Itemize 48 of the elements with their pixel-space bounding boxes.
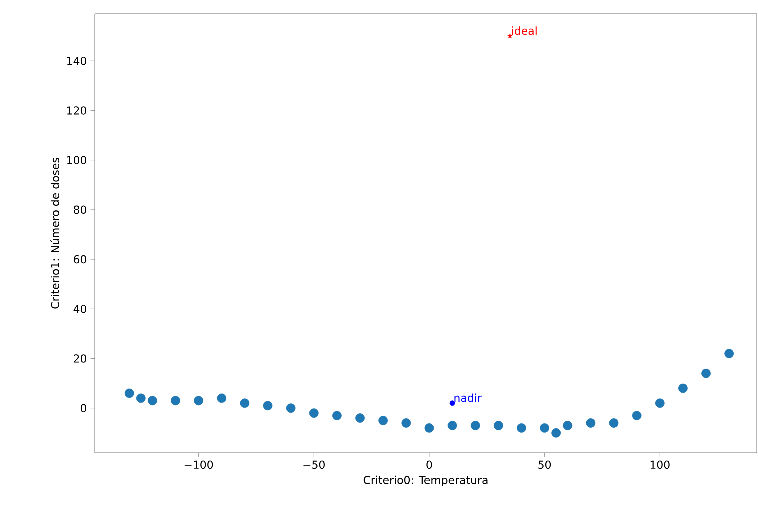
point: [655, 398, 665, 408]
x-tick-label: 50: [538, 460, 552, 470]
point: [448, 421, 458, 430]
x-axis-title: Criterio0: Temperatura: [364, 476, 488, 487]
point: [217, 394, 227, 404]
point: [563, 421, 573, 430]
point: [678, 384, 688, 394]
point: [263, 401, 273, 411]
point: [586, 418, 596, 428]
point: [494, 421, 504, 430]
x-tick-label: −100: [184, 460, 214, 470]
x-tick-label: 100: [650, 460, 670, 470]
point: [124, 388, 134, 398]
point: [517, 424, 526, 433]
point: [508, 34, 513, 39]
point: [286, 404, 296, 414]
point: [552, 428, 562, 438]
point: [609, 418, 619, 428]
point: [724, 349, 734, 358]
point: [356, 414, 365, 423]
y-tick-label: 40: [74, 305, 86, 314]
point: [702, 368, 711, 378]
point: [402, 418, 412, 428]
point: [540, 424, 550, 433]
y-tick-label: 120: [68, 106, 86, 115]
point: [309, 408, 319, 418]
point: [450, 400, 456, 406]
y-tick-label: 100: [68, 156, 86, 164]
x-tick-label: −50: [304, 460, 325, 470]
annotation: ideal: [512, 26, 537, 36]
point: [332, 411, 342, 420]
point: [632, 411, 642, 420]
point: [378, 416, 388, 426]
y-tick-label: 60: [74, 255, 86, 264]
y-tick-label: 0: [80, 404, 86, 412]
point: [470, 421, 480, 430]
x-tick-label: 0: [426, 460, 432, 470]
point: [148, 396, 158, 406]
point: [171, 396, 180, 406]
point: [424, 424, 434, 433]
point: [240, 398, 250, 408]
point: [136, 394, 146, 404]
point: [194, 396, 204, 406]
y-tick-label: 140: [68, 56, 86, 66]
annotation: nadir: [454, 394, 482, 402]
y-axis-title: Criterio1: Número de doses: [50, 158, 60, 309]
y-tick-label: 80: [74, 206, 86, 214]
y-tick-label: 20: [74, 354, 86, 363]
